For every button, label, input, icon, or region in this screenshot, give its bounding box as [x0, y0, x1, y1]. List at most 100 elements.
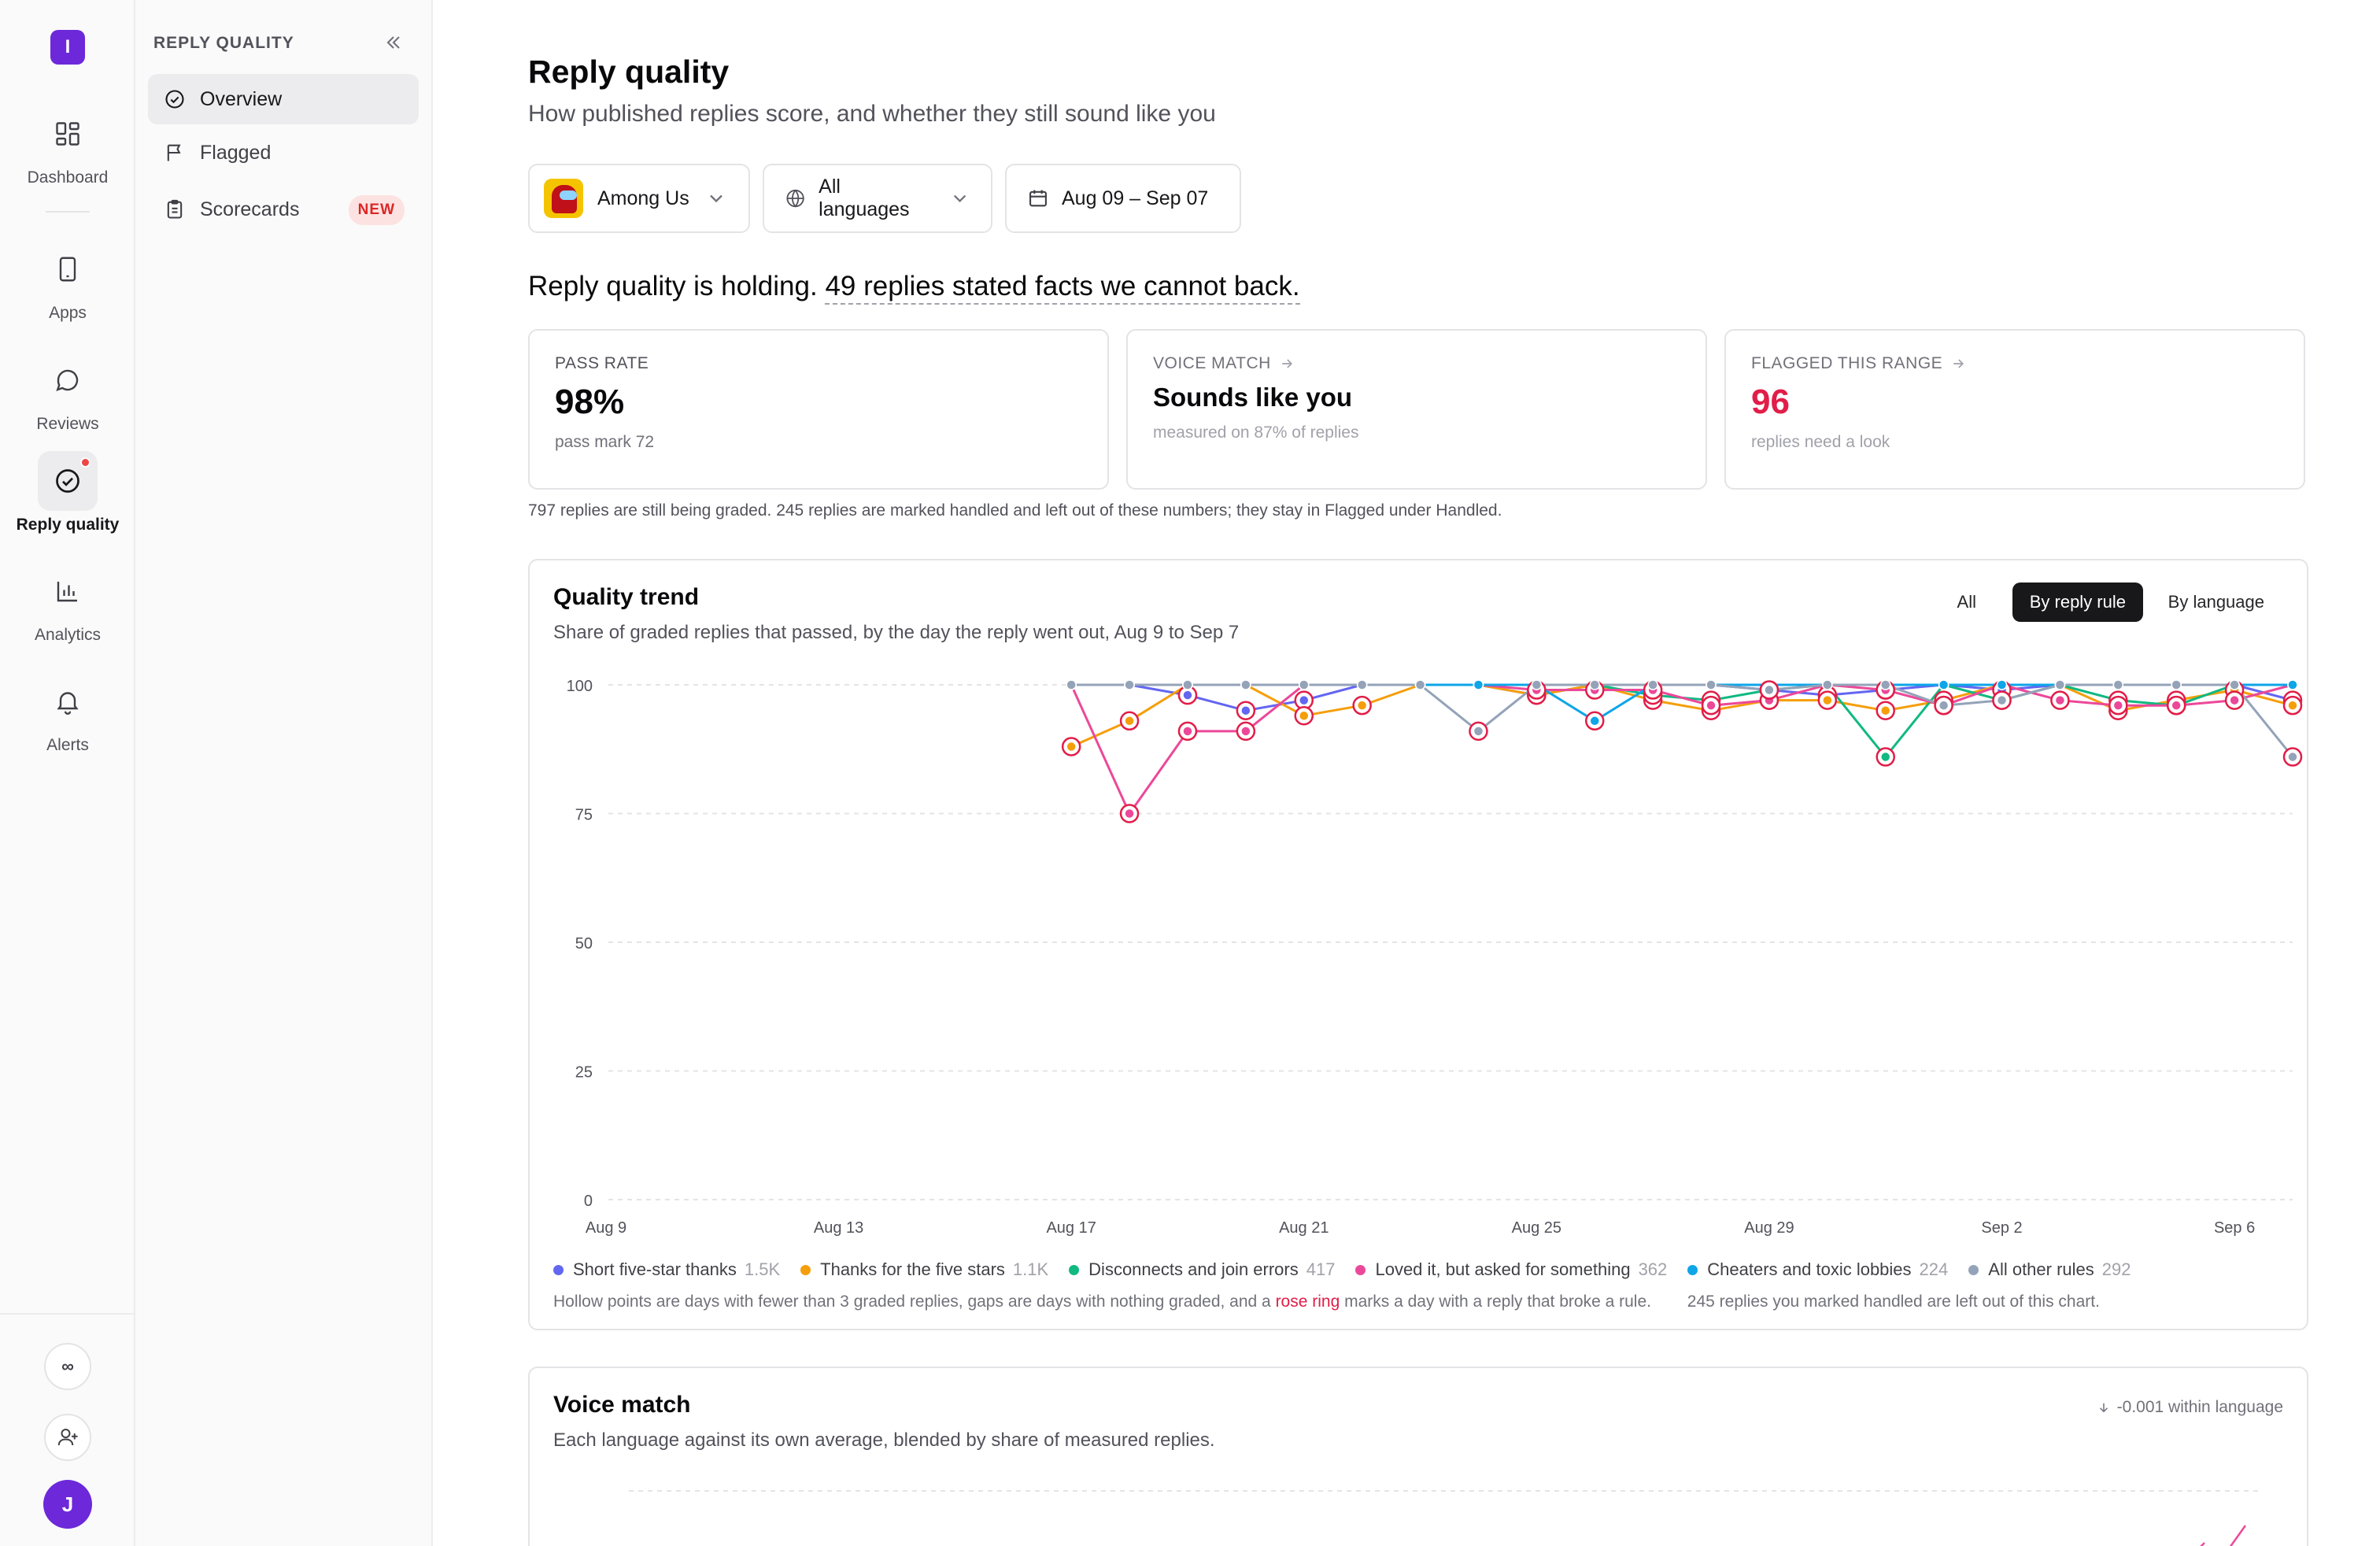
- data-point: [1299, 694, 1310, 706]
- x-tick-label: Aug 13: [814, 1219, 863, 1237]
- x-tick-label: Aug 17: [1046, 1219, 1096, 1237]
- section-item-scorecards[interactable]: Scorecards NEW: [148, 184, 419, 235]
- data-point: [1764, 684, 1775, 696]
- data-point: [1182, 690, 1193, 701]
- rail-item-reply-quality[interactable]: Reply quality: [0, 451, 135, 534]
- data-point: [2287, 679, 2298, 690]
- rose-ring-label: rose ring: [1275, 1293, 1340, 1311]
- data-point: [2112, 679, 2124, 690]
- chevron-down-icon: [709, 194, 722, 203]
- legend-swatch: [1355, 1264, 1366, 1275]
- data-point: [1879, 679, 1891, 690]
- app-icon: [544, 179, 583, 218]
- check-circle-icon: [38, 451, 98, 511]
- data-point: [2287, 751, 2298, 763]
- pass-mark-text: pass mark 72: [555, 433, 655, 451]
- date-range-picker[interactable]: Aug 09 – Sep 07: [1005, 164, 1241, 233]
- data-point: [2229, 679, 2240, 690]
- rail-label: Reply quality: [16, 516, 120, 534]
- legend-item[interactable]: Thanks for the five stars 1.1K: [800, 1259, 1048, 1280]
- rail-item-reviews[interactable]: Reviews: [0, 350, 135, 434]
- page-title: Reply quality: [528, 54, 730, 90]
- panel-title: Quality trend: [553, 584, 700, 610]
- legend-count: 417: [1306, 1259, 1336, 1279]
- flagged-count: 96: [1751, 383, 1790, 421]
- data-point: [2054, 679, 2066, 690]
- rail-divider: [46, 211, 90, 213]
- unbacked-facts-link[interactable]: 49 replies stated facts we cannot back.: [825, 271, 1300, 305]
- chevron-down-icon: [953, 194, 966, 202]
- voice-match-value: Sounds like you: [1153, 383, 1353, 412]
- data-point: [1589, 679, 1600, 690]
- section-item-overview[interactable]: Overview: [148, 74, 419, 124]
- data-point: [1124, 679, 1135, 690]
- rail-item-analytics[interactable]: Analytics: [0, 561, 135, 645]
- data-point: [1531, 679, 1543, 690]
- flagged-card[interactable]: FLAGGED THIS RANGE 96 replies need a loo…: [1724, 329, 2305, 490]
- legend-item[interactable]: All other rules 292: [1968, 1259, 2131, 1280]
- legend-item[interactable]: Cheaters and toxic lobbies 224: [1687, 1259, 1948, 1280]
- legend-count: 1.1K: [1012, 1259, 1049, 1279]
- collapse-sidebar-icon[interactable]: [382, 31, 405, 54]
- panel-title: Voice match: [553, 1392, 691, 1418]
- section-item-label: Overview: [200, 87, 283, 110]
- tab-by-reply-rule[interactable]: By reply rule: [2012, 583, 2143, 622]
- user-avatar[interactable]: J: [43, 1480, 92, 1529]
- invite-user-button[interactable]: [44, 1414, 91, 1461]
- data-point: [1647, 679, 1658, 690]
- rail-item-alerts[interactable]: Alerts: [0, 671, 135, 755]
- clipboard-icon: [167, 199, 183, 219]
- legend-item[interactable]: Disconnects and join errors 417: [1069, 1259, 1335, 1280]
- legend-item[interactable]: Short five-star thanks 1.5K: [553, 1259, 780, 1280]
- card-label-row: VOICE MATCH: [1153, 354, 1680, 373]
- legend-label: All other rules: [1988, 1259, 2094, 1279]
- data-point: [2171, 700, 2182, 711]
- app-filter-dropdown[interactable]: Among Us: [528, 164, 750, 233]
- x-tick-label: Sep 2: [1981, 1219, 2022, 1237]
- rail-item-apps[interactable]: Apps: [0, 239, 135, 323]
- rail-label: Reviews: [36, 415, 99, 433]
- data-point: [1356, 700, 1368, 711]
- quality-headline: Reply quality is holding. 49 replies sta…: [528, 271, 1300, 305]
- phone-icon: [38, 239, 98, 299]
- data-point: [2229, 694, 2240, 706]
- voice-match-coverage: measured on 87% of replies: [1153, 423, 1359, 442]
- legend-item[interactable]: Loved it, but asked for something 362: [1355, 1259, 1667, 1280]
- infinity-button[interactable]: ∞: [44, 1343, 91, 1390]
- data-point: [1473, 726, 1484, 737]
- grid-icon: [38, 104, 98, 164]
- page-subtitle: How published replies score, and whether…: [528, 101, 1216, 127]
- data-point: [1182, 726, 1193, 737]
- legend-swatch: [1687, 1264, 1698, 1275]
- arrow-right-icon: [1953, 359, 1964, 368]
- data-point: [1822, 679, 1833, 690]
- x-tick-label: Aug 25: [1512, 1219, 1561, 1237]
- legend-label: Loved it, but asked for something: [1375, 1259, 1631, 1279]
- rail-divider: [0, 1313, 135, 1315]
- y-tick-label: 25: [575, 1064, 593, 1082]
- data-point: [1240, 705, 1251, 716]
- voice-match-chart: [629, 1490, 2261, 1546]
- legend-count: 224: [1919, 1259, 1949, 1279]
- card-label: FLAGGED THIS RANGE: [1751, 354, 1943, 372]
- data-point: [1299, 710, 1310, 721]
- y-tick-label: 0: [584, 1193, 593, 1210]
- data-point: [1706, 679, 1717, 690]
- language-filter-dropdown[interactable]: All languages: [763, 164, 992, 233]
- x-tick-label: Aug 9: [586, 1219, 626, 1237]
- add-user-icon: [57, 1429, 78, 1446]
- tab-all[interactable]: All: [1957, 592, 1976, 612]
- tab-by-language[interactable]: By language: [2168, 592, 2264, 612]
- chart-legend: Short five-star thanks 1.5K Thanks for the…: [553, 1259, 2152, 1280]
- voice-match-card[interactable]: VOICE MATCH Sounds like you measured on …: [1126, 329, 1707, 490]
- language-filter-value: All languages: [819, 176, 910, 220]
- section-item-flagged[interactable]: Flagged: [148, 128, 419, 178]
- main-content: Reply quality How published replies scor…: [433, 0, 2380, 1546]
- data-point: [1240, 726, 1251, 737]
- section-item-label: Scorecards: [200, 198, 300, 220]
- data-point: [2054, 694, 2066, 706]
- rail-item-dashboard[interactable]: Dashboard: [0, 104, 135, 187]
- workspace-logo[interactable]: I: [50, 30, 85, 65]
- arrow-down-icon: [2099, 1403, 2108, 1413]
- legend-swatch: [1968, 1264, 1979, 1275]
